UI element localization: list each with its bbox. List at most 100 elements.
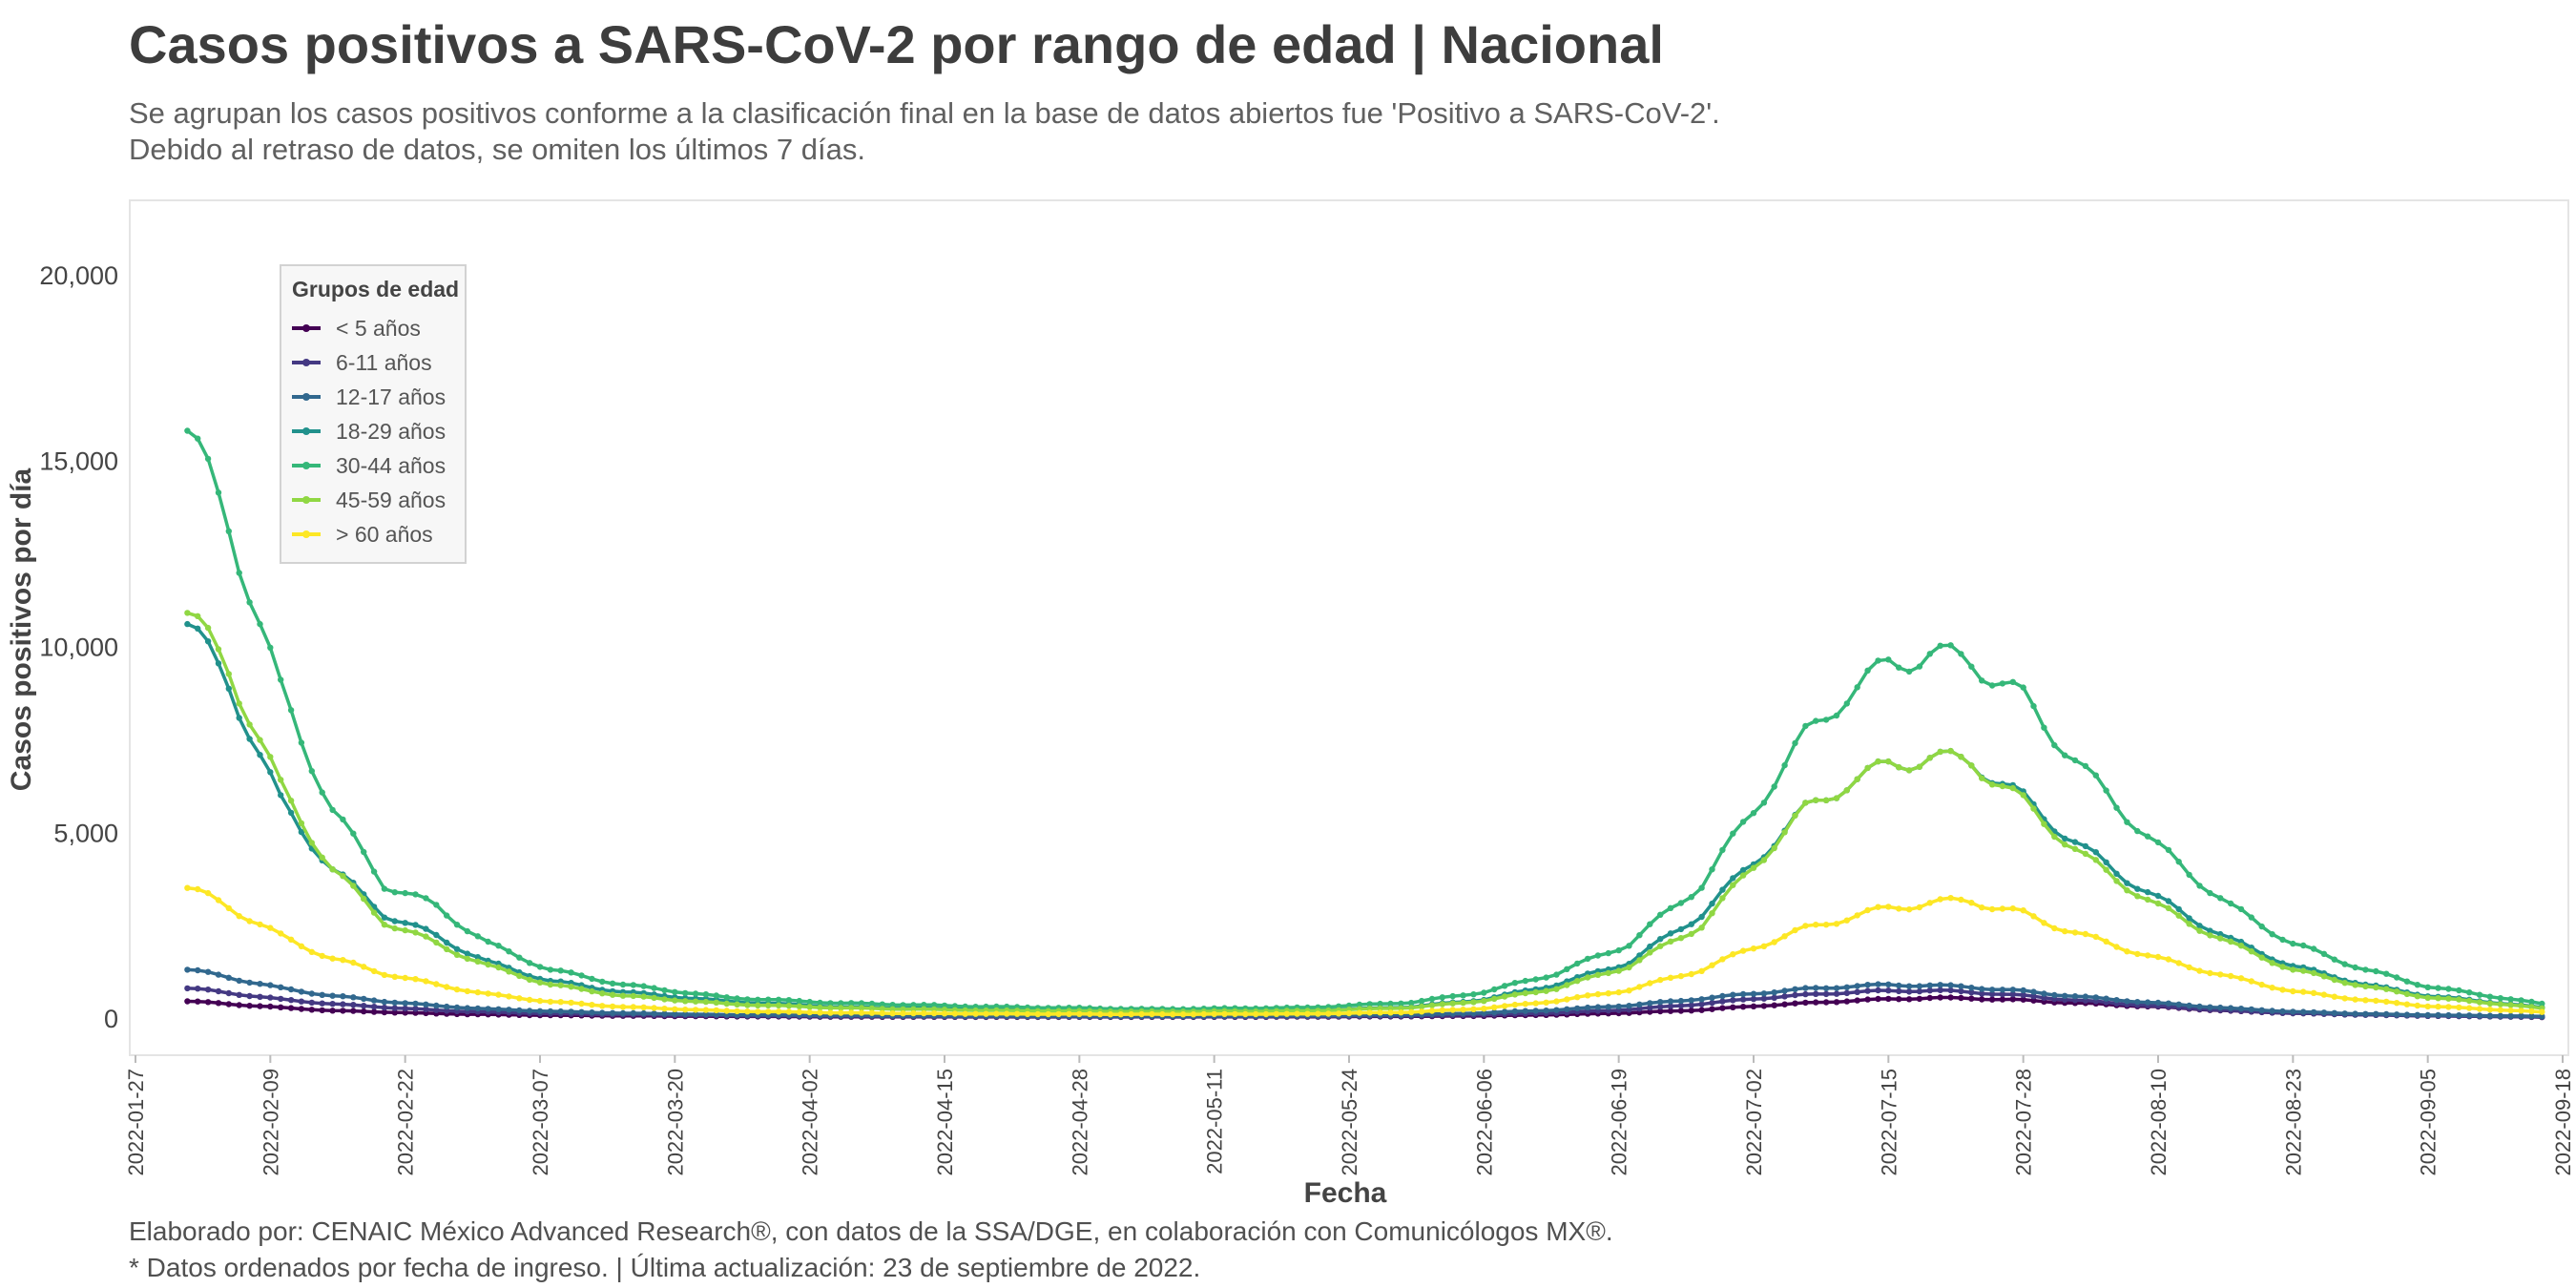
data-point	[1719, 956, 1726, 963]
data-point	[713, 999, 719, 1007]
data-point	[236, 700, 242, 707]
data-point	[1470, 991, 1477, 998]
data-point	[1958, 651, 1964, 657]
data-point	[1905, 988, 1913, 995]
data-point	[1615, 967, 1622, 974]
data-point	[2393, 988, 2400, 995]
data-point	[1522, 1001, 1529, 1008]
data-point	[1034, 1010, 1042, 1018]
data-point	[2279, 936, 2286, 944]
data-point	[2310, 969, 2317, 977]
data-point	[1792, 812, 1798, 820]
data-point	[1926, 987, 1934, 994]
data-point	[2518, 1003, 2524, 1009]
data-point	[1283, 1010, 1291, 1017]
data-point	[236, 913, 242, 920]
data-point	[2352, 996, 2358, 1003]
data-point	[1730, 875, 1736, 882]
data-point	[267, 994, 274, 1001]
data-point	[1905, 668, 1913, 675]
data-point	[2445, 1011, 2452, 1019]
data-point	[2154, 892, 2162, 900]
data-point	[2227, 1005, 2234, 1011]
data-point	[1594, 952, 1602, 959]
series-5	[184, 610, 2545, 1015]
data-point	[1574, 978, 1581, 985]
legend-label: 45-59 años	[336, 488, 446, 512]
data-point	[1999, 905, 2006, 912]
data-point	[308, 840, 315, 846]
data-point	[1335, 1010, 1342, 1017]
x-tick-label: 2022-09-05	[2417, 1069, 2441, 1176]
data-point	[2041, 724, 2047, 731]
series-layer	[184, 427, 2545, 1021]
data-point	[2497, 995, 2503, 1002]
data-point	[350, 883, 357, 889]
data-point	[1760, 1003, 1768, 1009]
data-point	[630, 982, 636, 988]
data-point	[204, 889, 212, 897]
data-point	[184, 427, 191, 434]
data-point	[1979, 775, 1985, 781]
data-point	[1574, 994, 1581, 1001]
data-point	[215, 987, 222, 995]
data-point	[2497, 1012, 2503, 1020]
data-point	[568, 999, 574, 1007]
data-point	[2009, 991, 2016, 998]
data-point	[2383, 986, 2390, 992]
data-point	[278, 1004, 284, 1011]
data-point	[1988, 987, 1996, 993]
x-tick-label: 2022-07-28	[2012, 1069, 2036, 1176]
data-point	[1688, 1008, 1695, 1014]
data-point	[1979, 990, 1985, 997]
data-point	[287, 707, 295, 714]
data-point	[402, 1000, 408, 1007]
data-point	[1739, 996, 1747, 1003]
data-point	[2445, 995, 2452, 1002]
data-point	[2435, 1003, 2441, 1010]
data-point	[1999, 782, 2006, 790]
data-point	[557, 1008, 564, 1015]
data-point	[215, 971, 222, 978]
data-point	[983, 1010, 989, 1017]
data-point	[2258, 981, 2265, 988]
data-point	[2144, 833, 2151, 840]
legend-label: 30-44 años	[336, 453, 446, 478]
data-point	[630, 992, 636, 1000]
data-point	[2258, 954, 2265, 961]
data-point	[1926, 982, 1934, 989]
data-point	[557, 982, 564, 988]
data-point	[2134, 885, 2141, 892]
data-point	[246, 599, 253, 606]
data-point	[2041, 821, 2047, 827]
data-point	[1532, 988, 1539, 996]
data-point	[1636, 1006, 1643, 1012]
data-point	[1730, 997, 1736, 1004]
data-point	[2507, 1012, 2514, 1020]
data-point	[817, 999, 823, 1007]
data-point	[2518, 1012, 2524, 1020]
data-point	[951, 1010, 959, 1017]
data-point	[1491, 1008, 1498, 1016]
data-point	[1066, 1010, 1072, 1018]
data-point	[1792, 1000, 1798, 1007]
data-point	[453, 986, 461, 993]
data-point	[184, 610, 191, 616]
data-point	[2341, 961, 2348, 967]
data-point	[547, 998, 554, 1006]
data-point	[692, 1010, 699, 1018]
data-point	[2071, 757, 2079, 764]
x-tick-label: 2022-02-09	[259, 1069, 282, 1176]
data-point	[1626, 943, 1632, 949]
data-point	[2486, 1000, 2494, 1008]
data-point	[516, 954, 523, 961]
data-point	[1926, 994, 1934, 1002]
data-point	[2020, 907, 2026, 914]
data-point	[1875, 995, 1881, 1003]
data-point	[1418, 997, 1425, 1005]
data-point	[1211, 1010, 1217, 1018]
data-point	[195, 966, 201, 974]
data-point	[2341, 1010, 2348, 1017]
data-point	[557, 967, 564, 974]
data-point	[1833, 990, 1840, 997]
